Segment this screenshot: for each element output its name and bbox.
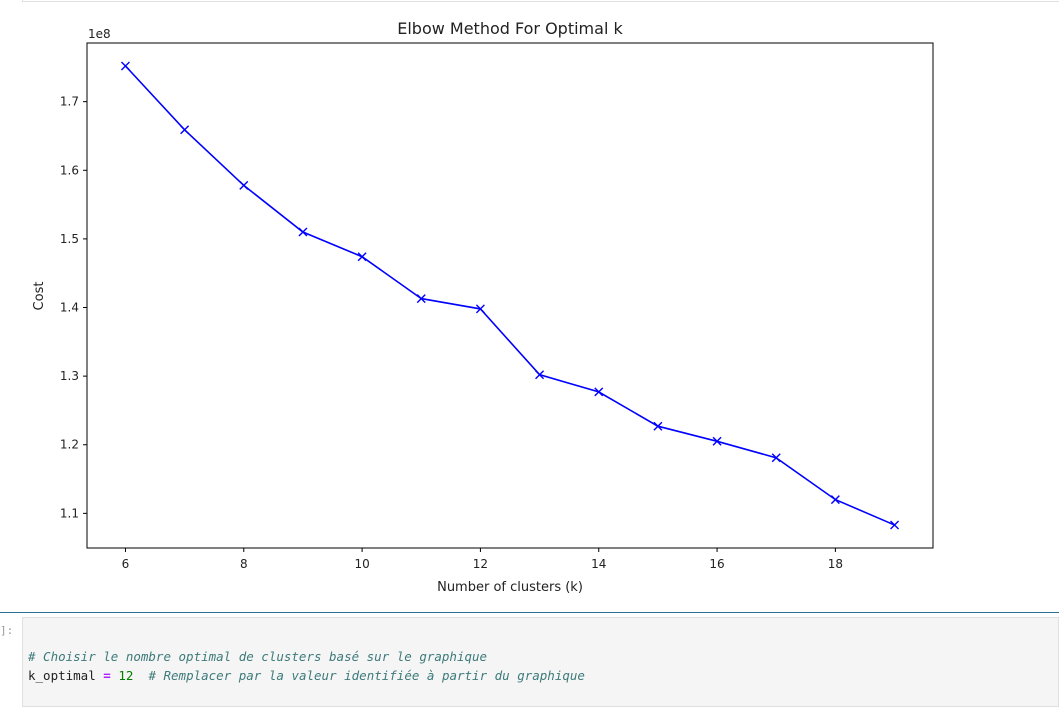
code-number: 12 xyxy=(118,668,134,683)
elbow-chart: Elbow Method For Optimal k 1e8 Number of… xyxy=(32,19,934,595)
y-tick-label: 1.5 xyxy=(60,232,79,246)
data-point-marker xyxy=(653,421,663,431)
code-comment-line: # Choisir le nombre optimal de clusters … xyxy=(28,649,488,664)
data-point-marker xyxy=(771,453,781,463)
x-tick-label: 18 xyxy=(828,557,843,571)
data-point-marker xyxy=(357,252,367,262)
x-tick-label: 6 xyxy=(122,557,130,571)
y-tick-label: 1.7 xyxy=(60,95,79,109)
plot-frame xyxy=(86,42,934,549)
data-point-marker xyxy=(475,304,485,314)
cell-separator xyxy=(0,612,1059,613)
y-tick-label: 1.3 xyxy=(60,369,79,383)
code-cell[interactable]: # Choisir le nombre optimal de clusters … xyxy=(22,617,1059,707)
y-ticks: 1.1 1.2 1.3 1.4 1.5 1.6 1.7 xyxy=(60,95,87,520)
y-offset-label: 1e8 xyxy=(88,27,111,41)
data-point-marker xyxy=(298,227,308,237)
data-point-marker xyxy=(890,520,900,530)
data-point-marker xyxy=(830,495,840,505)
data-point-marker xyxy=(416,294,426,304)
x-axis-label: Number of clusters (k) xyxy=(437,580,583,595)
y-tick-label: 1.2 xyxy=(60,438,79,452)
input-prompt: ]: xyxy=(0,624,14,637)
code-variable: k_optimal xyxy=(28,668,96,683)
y-tick-label: 1.6 xyxy=(60,163,79,177)
cost-series-markers xyxy=(120,61,900,530)
x-tick-label: 14 xyxy=(591,557,606,571)
data-point-marker xyxy=(180,125,190,135)
x-tick-label: 16 xyxy=(709,557,724,571)
data-point-marker xyxy=(535,370,545,380)
code-operator: = xyxy=(103,668,111,683)
data-point-marker xyxy=(120,61,130,71)
code-inline-comment: # Remplacer par la valeur identifiée à p… xyxy=(148,668,585,683)
code-editor[interactable]: # Choisir le nombre optimal de clusters … xyxy=(28,647,585,685)
x-ticks: 6 8 10 12 14 16 18 xyxy=(122,548,843,571)
x-tick-label: 12 xyxy=(473,557,488,571)
y-tick-label: 1.1 xyxy=(60,506,79,520)
output-area-border xyxy=(22,0,1059,2)
y-axis-label: Cost xyxy=(32,282,47,311)
x-tick-label: 8 xyxy=(240,557,248,571)
data-point-marker xyxy=(712,436,722,446)
data-point-marker xyxy=(594,387,604,397)
chart-title: Elbow Method For Optimal k xyxy=(397,19,623,38)
y-tick-label: 1.4 xyxy=(60,301,79,315)
x-tick-label: 10 xyxy=(354,557,369,571)
cost-series-line xyxy=(124,65,895,526)
data-point-marker xyxy=(239,180,249,190)
